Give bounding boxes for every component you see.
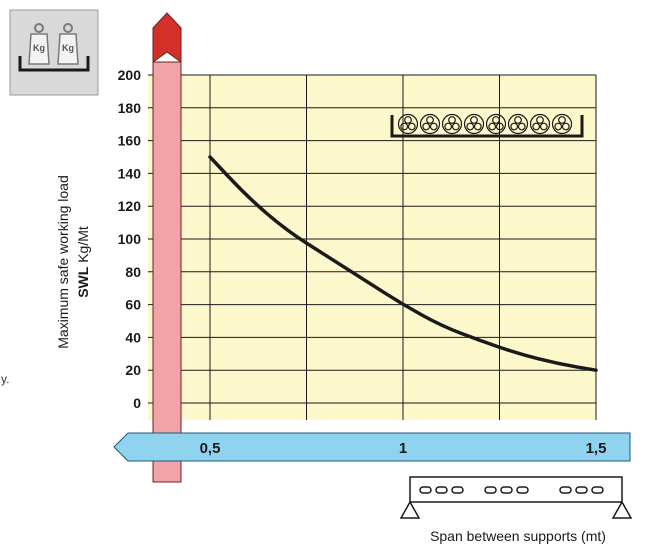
kg-weights-icon: Kg Kg xyxy=(9,9,99,96)
span-support-icon xyxy=(399,476,633,519)
y-axis-label-unit: Kg/Mt xyxy=(75,226,91,263)
y-axis-band xyxy=(152,61,182,483)
weight-label-1: Kg xyxy=(33,43,45,53)
weight-label-2: Kg xyxy=(62,43,74,53)
y-axis-arrow-tip xyxy=(152,12,182,63)
y-tick-label-5: 100 xyxy=(118,231,142,247)
y-tick-label-3: 60 xyxy=(125,297,141,313)
y-tick-label-6: 120 xyxy=(118,198,142,214)
cable-bundle-icon xyxy=(390,113,584,138)
y-tick-label-7: 140 xyxy=(118,165,142,181)
y-axis-label-bold: SWL xyxy=(75,266,91,298)
y-tick-label-2: 40 xyxy=(125,329,141,345)
y-tick-label-9: 180 xyxy=(118,100,142,116)
x-axis-label: Span between supports (mt) xyxy=(430,528,606,544)
y-tick-label-1: 20 xyxy=(125,362,141,378)
swl-curve xyxy=(208,155,598,372)
x-tick-label-0: 0,5 xyxy=(200,440,221,457)
y-tick-label-8: 160 xyxy=(118,133,142,149)
x-tick-label-2: 1,5 xyxy=(586,440,607,457)
left-edge-fragment: y. xyxy=(1,372,9,386)
y-axis-label-line1: Maximum safe working load xyxy=(55,175,71,349)
svg-text:SWL Kg/Mt: SWL Kg/Mt xyxy=(75,226,91,298)
x-axis-band xyxy=(113,432,631,462)
y-tick-label-10: 200 xyxy=(118,67,142,83)
plot-area xyxy=(148,75,596,420)
x-tick-label-1: 1 xyxy=(399,440,407,457)
y-tick-label-0: 0 xyxy=(133,395,141,411)
y-tick-label-4: 80 xyxy=(125,264,141,280)
